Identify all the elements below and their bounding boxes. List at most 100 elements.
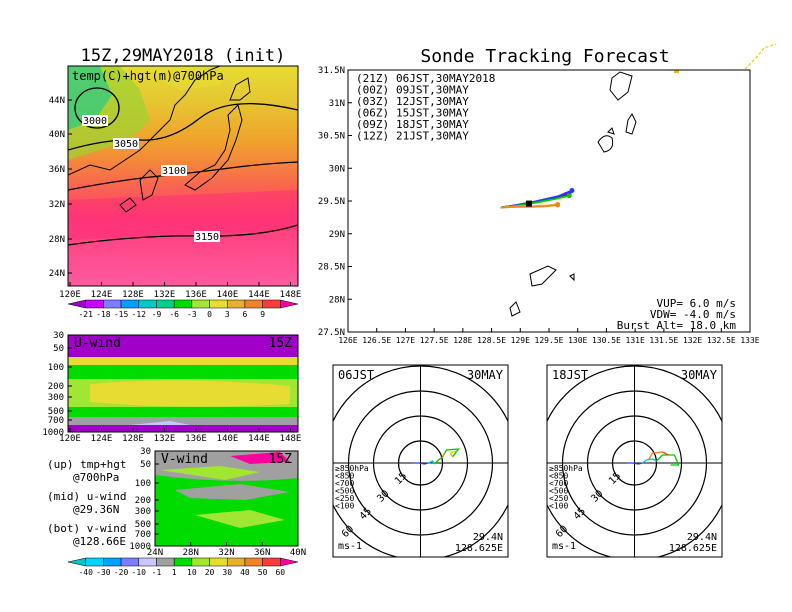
lat-tick-label: 32N — [218, 548, 234, 558]
colorbar-label: 40 — [240, 568, 250, 577]
hodograph-trace — [662, 451, 669, 456]
pressure-tick-label: 300 — [48, 393, 64, 403]
colorbar-label: -18 — [96, 310, 111, 319]
tracking-params: VUP= 6.0 m/s VDW= -4.0 m/s Burst Alt= 18… — [617, 297, 737, 332]
colorbar-swatch — [191, 557, 210, 567]
pressure-tick-label: 1000 — [42, 428, 64, 438]
hodograph-legend-item: <700 — [549, 479, 568, 488]
hodograph-legend-item: <100 — [549, 502, 568, 511]
colorbar-swatch — [280, 299, 299, 309]
tracking-axes: 31.5N31N30.5N30N29.5N29N28.5N28N27.5N126… — [318, 66, 760, 345]
lon-tick-label: 148E — [280, 434, 302, 444]
colorbar-label: -15 — [114, 310, 129, 319]
hodograph-unit: ms-1 — [338, 541, 362, 552]
colorbar-swatch — [103, 299, 122, 309]
legend-time: 12JST,30MAY — [396, 95, 469, 108]
lat-tick-label: 27.5N — [318, 328, 345, 338]
lat-tick-label: 36N — [254, 548, 270, 558]
pressure-tick-label: 700 — [48, 416, 64, 426]
lon-tick-label: 131.5E — [649, 336, 678, 345]
lat-tick-label: 28N — [329, 295, 345, 305]
colorbar-swatch — [156, 557, 175, 567]
pressure-tick-label: 100 — [135, 479, 151, 489]
pressure-tick-label: 300 — [135, 507, 151, 517]
colorbar-swatch — [226, 557, 246, 567]
lon-tick-label: 136E — [185, 290, 207, 300]
lon-tick-label: 136E — [185, 434, 207, 444]
uwind-lon-ticks: 120E 124E 128E 132E 136E 140E 144E 148E — [59, 428, 301, 444]
contour-label: 3150 — [195, 232, 219, 243]
colorbar-swatch — [103, 557, 122, 567]
lon-tick-label: 148E — [280, 290, 302, 300]
hodograph-legend-item: <850 — [549, 472, 568, 481]
lon-tick-label: 130.5E — [592, 336, 621, 345]
desc-line: (bot) v-wind — [47, 522, 126, 535]
lat-tick-label: 29N — [329, 230, 345, 240]
lon-tick-label: 132E — [154, 290, 176, 300]
colorbar-swatch — [85, 557, 104, 567]
lat-tick-label: 24N — [49, 269, 65, 279]
colorbar-label: 9 — [260, 310, 265, 319]
lon-tick-label: 127E — [396, 336, 415, 345]
colorbar-swatch — [226, 299, 246, 309]
lon-tick-label: 128E — [122, 290, 144, 300]
pressure-tick-label: 50 — [53, 344, 64, 354]
hodograph-lon: 128.625E — [669, 543, 717, 554]
uwind-time: 15Z — [269, 336, 293, 351]
lat-tick-label: 28.5N — [318, 263, 345, 273]
temp-colorbar: -21 -18 -15 -12 -9 -6 -3 0 3 6 9 — [67, 299, 299, 319]
legend-time: 15JST,30MAY — [396, 107, 469, 120]
hodograph-lon: 128.625E — [455, 543, 503, 554]
hodograph-time: 18JST — [552, 368, 588, 382]
lon-tick-label: 129.5E — [535, 336, 564, 345]
lat-tick-label: 31N — [329, 99, 345, 109]
colorbar-swatch — [209, 299, 228, 309]
lat-tick-label: 24N — [147, 548, 163, 558]
hodograph-legend-item: <700 — [335, 479, 354, 488]
colorbar-label: -30 — [96, 568, 111, 577]
panel-descriptions: (up) tmp+hgt @700hPa (mid) u-wind @29.36… — [47, 458, 126, 548]
pressure-tick-label: 500 — [135, 520, 151, 530]
lat-tick-label: 28N — [49, 235, 65, 245]
hodograph-trace — [626, 462, 643, 465]
hodograph-legend-item: <850 — [335, 472, 354, 481]
colorbar-label: 10 — [187, 568, 197, 577]
lon-tick-label: 128E — [122, 434, 144, 444]
colorbar-label: -12 — [132, 310, 147, 319]
lon-tick-label: 132E — [683, 336, 702, 345]
pressure-tick-label: 200 — [48, 382, 64, 392]
hodograph-trace — [412, 462, 429, 465]
colorbar-swatch — [67, 299, 86, 309]
colorbar-label: -1 — [152, 568, 162, 577]
vwind-field — [155, 451, 298, 546]
pressure-tick-label: 500 — [48, 407, 64, 417]
pressure-tick-label: 30 — [53, 331, 64, 341]
colorbar-label: 60 — [275, 568, 285, 577]
legend-code: (09Z) — [356, 118, 389, 131]
colorbar-label: 20 — [205, 568, 215, 577]
map-lat-ticks: 44N 40N 36N 32N 28N 24N — [49, 96, 72, 279]
vwind-time: 15Z — [269, 452, 293, 467]
colorbar-label: 0 — [207, 310, 212, 319]
lat-tick-label: 31.5N — [318, 66, 345, 76]
hodograph-lat: 29.4N — [473, 532, 503, 543]
tracking-legend: (21Z) 06JST,30MAY2018 (00Z) 09JST,30MAY (03Z… — [356, 72, 495, 143]
lon-tick-label: 132.5E — [707, 336, 736, 345]
hodograph-legend-item: <500 — [549, 487, 568, 496]
colorbar-swatch — [262, 557, 281, 567]
colorbar-swatch — [280, 557, 299, 567]
colorbar-label: 30 — [222, 568, 232, 577]
colorbar-label: -6 — [169, 310, 179, 319]
sonde-burst-point — [555, 202, 561, 208]
colorbar-label: -40 — [78, 568, 93, 577]
hodograph-legend-item: ≥850hPa — [549, 464, 583, 473]
legend-code: (21Z) — [356, 72, 389, 85]
colorbar-label: -21 — [78, 310, 93, 319]
tracking-map — [509, 70, 718, 317]
param-vup: VUP= 6.0 m/s — [657, 297, 736, 310]
colorbar-swatch — [244, 557, 263, 567]
